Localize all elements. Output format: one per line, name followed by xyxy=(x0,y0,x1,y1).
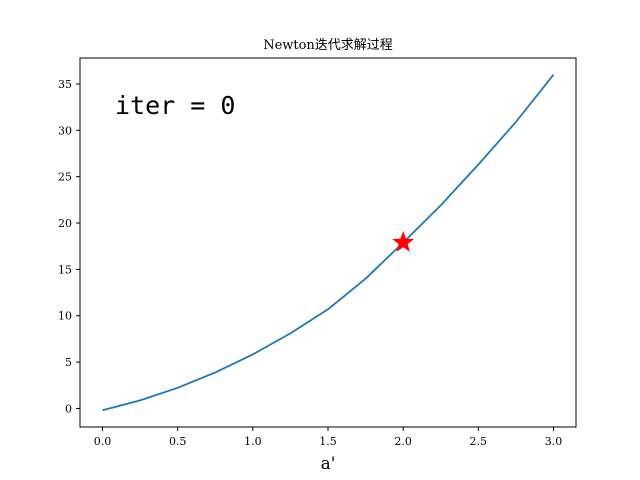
x-axis: 0.0 0.5 1.0 1.5 2.0 2.5 3.0 xyxy=(94,427,562,448)
series-line xyxy=(102,74,555,412)
y-tick-label: 15 xyxy=(58,263,72,276)
x-axis-label: a' xyxy=(321,454,336,474)
star-marker xyxy=(392,231,415,252)
x-tick-label: 1.5 xyxy=(319,435,337,448)
y-tick-label: 10 xyxy=(58,310,72,323)
x-tick-label: 2.0 xyxy=(394,435,412,448)
chart-title: Newton迭代求解过程 xyxy=(263,38,393,53)
y-tick-label: 30 xyxy=(58,124,72,137)
x-tick-label: 2.5 xyxy=(470,435,488,448)
series-layer xyxy=(102,74,555,412)
y-tick-label: 0 xyxy=(65,402,72,415)
plot-frame xyxy=(79,57,577,428)
x-tick-label: 0.0 xyxy=(94,435,112,448)
y-axis: 0 5 10 15 20 25 30 35 xyxy=(58,78,80,415)
marker-layer xyxy=(392,231,415,252)
x-tick-label: 3.0 xyxy=(545,435,563,448)
y-tick-label: 35 xyxy=(58,78,72,91)
iteration-annotation: iter = 0 xyxy=(115,91,235,120)
x-tick-label: 0.5 xyxy=(169,435,187,448)
y-tick-label: 25 xyxy=(58,171,72,184)
plot-area xyxy=(80,58,576,427)
y-tick-label: 5 xyxy=(65,356,72,369)
x-tick-label: 1.0 xyxy=(244,435,262,448)
y-tick-label: 20 xyxy=(58,217,72,230)
